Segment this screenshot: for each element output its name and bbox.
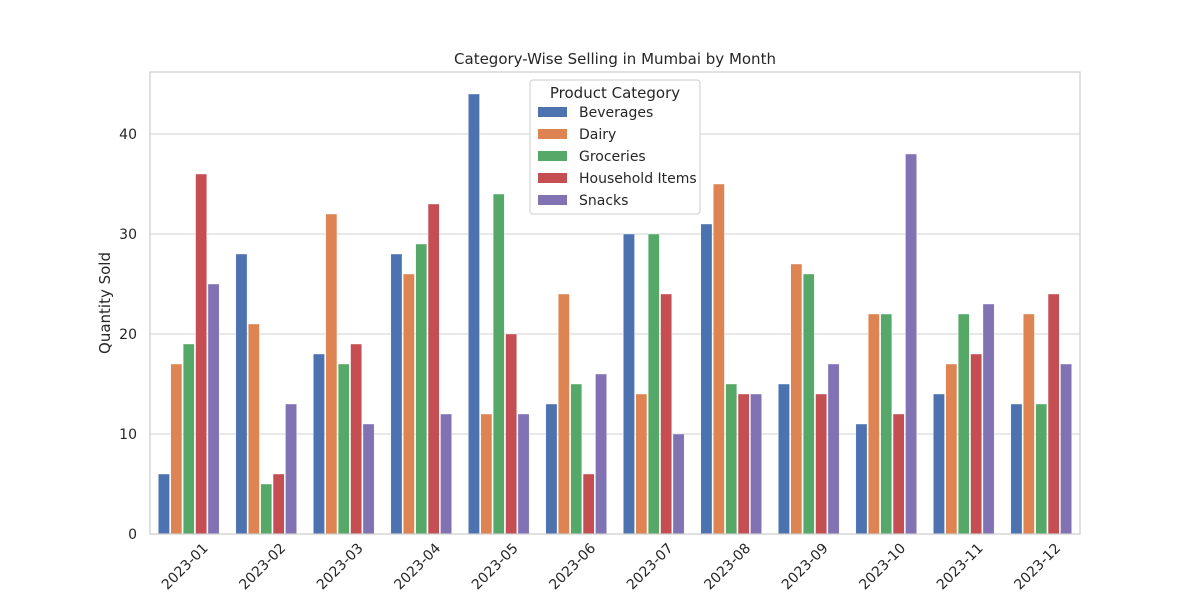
bar-beverages-2023-02	[235, 253, 248, 535]
legend-label: Household Items	[579, 171, 697, 187]
bar-beverages-2023-10	[855, 423, 868, 535]
bar-beverages-2023-06	[545, 403, 558, 535]
bar-household-items-2023-02	[272, 473, 285, 535]
bar-beverages-2023-08	[700, 223, 713, 535]
bar-groceries-2023-12	[1035, 403, 1048, 535]
legend-label: Snacks	[579, 193, 628, 209]
bar-groceries-2023-10	[880, 313, 893, 535]
bar-groceries-2023-06	[570, 383, 583, 535]
bar-snacks-2023-10	[905, 153, 917, 535]
bar-household-items-2023-08	[737, 393, 750, 535]
bar-beverages-2023-03	[313, 353, 325, 535]
bar-beverages-2023-01	[158, 473, 170, 535]
y-tick-label: 30	[119, 227, 137, 243]
legend-label: Beverages	[579, 105, 653, 121]
bar-groceries-2023-07	[647, 233, 660, 535]
y-tick-label: 40	[119, 127, 137, 143]
bar-beverages-2023-04	[390, 253, 403, 535]
y-axis-ticks: 0 10 20 30 40	[119, 127, 137, 543]
bar-household-items-2023-07	[660, 293, 672, 535]
legend-box	[529, 79, 701, 215]
bar-dairy-2023-10	[868, 313, 880, 535]
bar-groceries-2023-05	[492, 193, 505, 535]
plot-frame	[149, 71, 1081, 535]
bar-snacks-2023-01	[207, 283, 220, 535]
legend-swatch	[538, 151, 567, 161]
bar-snacks-2023-09	[827, 363, 840, 535]
bar-household-items-2023-03	[350, 343, 362, 535]
bar-groceries-2023-02	[260, 483, 273, 535]
bar-snacks-2023-07	[672, 433, 685, 535]
bar-dairy-2023-07	[635, 393, 648, 535]
bar-beverages-2023-12	[1010, 403, 1023, 535]
bar-household-items-2023-09	[815, 393, 827, 535]
bar-dairy-2023-05	[480, 413, 493, 535]
bar-groceries-2023-01	[182, 343, 195, 535]
y-tick-label: 20	[119, 327, 137, 343]
bar-dairy-2023-08	[713, 183, 725, 535]
bar-snacks-2023-08	[750, 393, 762, 535]
bar-dairy-2023-11	[945, 363, 958, 535]
bar-snacks-2023-02	[285, 403, 297, 535]
legend-label: Dairy	[579, 127, 616, 143]
bar-groceries-2023-03	[337, 363, 350, 535]
y-tick-label: 0	[128, 527, 137, 543]
y-axis-label: Quantity Sold	[96, 252, 114, 354]
bar-household-items-2023-01	[195, 173, 207, 535]
bar-groceries-2023-09	[802, 273, 815, 535]
bar-snacks-2023-03	[362, 423, 375, 535]
y-tick-label: 10	[119, 427, 137, 443]
bar-groceries-2023-11	[957, 313, 970, 535]
legend-label: Groceries	[579, 149, 646, 165]
bar-dairy-2023-02	[248, 323, 260, 535]
bar-groceries-2023-08	[725, 383, 738, 535]
bar-household-items-2023-05	[505, 333, 517, 535]
bars-group	[158, 93, 1072, 535]
bar-household-items-2023-06	[582, 473, 595, 535]
bar-dairy-2023-03	[325, 213, 338, 535]
bar-snacks-2023-04	[440, 413, 452, 535]
bar-beverages-2023-07	[623, 233, 635, 535]
legend-swatch	[538, 173, 567, 183]
bar-household-items-2023-10	[892, 413, 905, 535]
legend-swatch	[538, 107, 567, 117]
bar-dairy-2023-12	[1023, 313, 1035, 535]
bar-groceries-2023-04	[415, 243, 428, 535]
bar-snacks-2023-12	[1060, 363, 1072, 535]
bar-dairy-2023-04	[403, 273, 415, 535]
bar-beverages-2023-05	[468, 93, 480, 535]
bar-snacks-2023-11	[982, 303, 995, 535]
legend-title: Product Category	[550, 84, 680, 102]
chart-title: Category-Wise Selling in Mumbai by Month	[454, 50, 776, 68]
bar-snacks-2023-06	[595, 373, 607, 535]
bar-beverages-2023-09	[778, 383, 790, 535]
bar-beverages-2023-11	[933, 393, 945, 535]
bar-dairy-2023-01	[170, 363, 183, 535]
legend-items: Beverages Dairy Groceries Household Items Sn…	[538, 105, 697, 209]
legend-swatch	[538, 129, 567, 139]
bar-household-items-2023-12	[1047, 293, 1060, 535]
legend: Product Category Beverages Dairy Groceries…	[529, 79, 701, 215]
bar-household-items-2023-11	[970, 353, 982, 535]
bar-dairy-2023-09	[790, 263, 803, 535]
bar-snacks-2023-05	[517, 413, 530, 535]
bar-dairy-2023-06	[558, 293, 570, 535]
bar-household-items-2023-04	[427, 203, 440, 535]
legend-swatch	[538, 195, 567, 205]
